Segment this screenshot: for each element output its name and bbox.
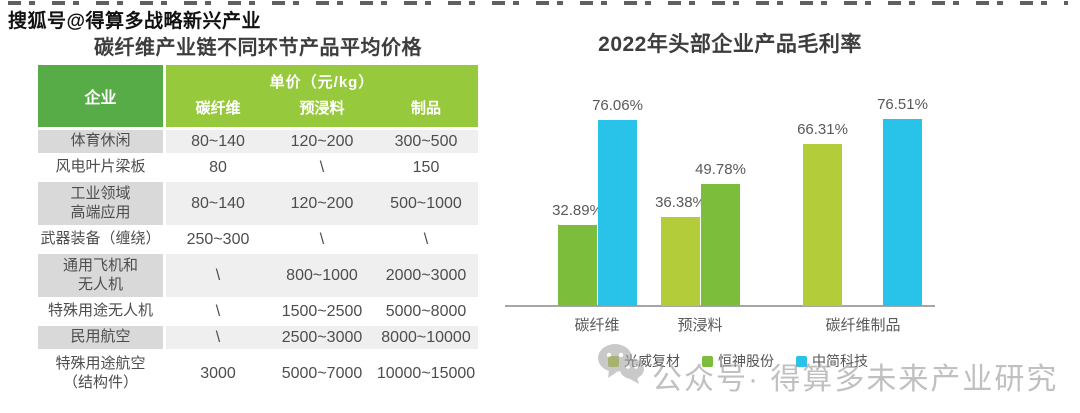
bar-value-label: 32.89% [552,202,603,219]
legend-item-恒神股份: 恒神股份 [702,351,774,371]
row-label: 特殊用途航空 （结构件） [38,352,163,395]
price-table-body: 体育休闲 80~140 120~200 300~500 风电叶片梁板 80 \ 150 工业领域… [38,130,478,395]
row-value: 2500~3000 [270,326,374,349]
row-value: 120~200 [270,130,374,153]
chart-title: 2022年头部企业产品毛利率 [598,33,862,56]
row-label: 工业领域 高端应用 [38,182,163,225]
col-header-entity: 企业 [38,65,163,127]
unit-header-group: 单价（元/kg） 碳纤维 预浸料 制品 [166,65,478,127]
row-value: 150 [374,156,478,179]
row-value: 250~300 [166,228,270,251]
table-row: 民用航空 \ 2500~3000 8000~10000 [38,326,478,349]
row-value: \ [166,326,270,349]
legend-swatch [796,355,807,367]
table-row: 武器装备（缠绕） 250~300 \ \ [38,228,478,251]
row-label: 武器装备（缠绕） [38,228,163,251]
price-table-title: 碳纤维产业链不同环节产品平均价格 [94,37,422,59]
table-row: 特殊用途无人机 \ 1500~2500 5000~8000 [38,300,478,323]
row-label: 通用飞机和 无人机 [38,254,163,297]
legend-item-中简科技: 中简科技 [796,351,868,371]
chart-legend: 光威复材 恒神股份 中简科技 [608,351,868,371]
x-tick-碳纤维: 碳纤维 [574,317,620,334]
row-value: 500~1000 [374,182,478,225]
bar-恒神股份-预浸料 [701,184,740,306]
row-value: 80~140 [166,182,270,225]
col-header-1: 预浸料 [299,100,345,117]
row-value: \ [374,228,478,251]
row-value: \ [270,156,374,179]
x-axis-line [505,305,935,307]
bar-value-label: 49.78% [695,161,746,178]
sub-headers: 碳纤维 预浸料 制品 [166,97,478,127]
row-value: \ [166,254,270,297]
legend-label: 中简科技 [812,353,868,369]
legend-label: 恒神股份 [718,353,774,369]
x-tick-碳纤维制品: 碳纤维制品 [825,317,901,334]
row-value: 300~500 [374,130,478,153]
row-label: 民用航空 [38,326,163,349]
row-label: 风电叶片梁板 [38,156,163,179]
clipped-text-strip [8,1,1068,5]
bar-中简科技-碳纤维 [598,120,637,306]
bar-value-label: 76.06% [592,97,643,114]
bar-value-label: 66.31% [797,121,848,138]
bar-光威复材-预浸料 [661,217,700,306]
table-row: 特殊用途航空 （结构件） 3000 5000~7000 10000~15000 [38,352,478,395]
row-value: 10000~15000 [374,352,478,395]
row-value: 120~200 [270,182,374,225]
legend-swatch [702,355,713,367]
col-header-0: 碳纤维 [195,100,241,117]
row-value: 800~1000 [270,254,374,297]
row-value: 8000~10000 [374,326,478,349]
table-row: 通用飞机和 无人机 \ 800~1000 2000~3000 [38,254,478,297]
row-value: \ [270,228,374,251]
x-tick-预浸料: 预浸料 [677,317,723,334]
sohu-watermark: 搜狐号@得算多战略新兴产业 [8,11,262,32]
legend-label: 光威复材 [624,353,680,369]
unit-header: 单价（元/kg） [269,73,375,91]
legend-item-光威复材: 光威复材 [608,351,680,371]
row-label: 体育休闲 [38,130,163,153]
row-value: 5000~7000 [270,352,374,395]
row-value: 5000~8000 [374,300,478,323]
row-value: 2000~3000 [374,254,478,297]
bar-value-label: 36.38% [655,194,706,211]
row-value: \ [166,300,270,323]
row-label: 特殊用途无人机 [38,300,163,323]
row-value: 1500~2500 [270,300,374,323]
row-value: 80 [166,156,270,179]
table-row: 风电叶片梁板 80 \ 150 [38,156,478,179]
price-table-header: 企业 单价（元/kg） 碳纤维 预浸料 制品 [38,65,478,127]
bar-光威复材-碳纤维制品 [803,144,842,306]
row-value: 3000 [166,352,270,395]
legend-swatch [608,355,619,367]
col-header-2: 制品 [410,100,441,117]
table-row: 体育休闲 80~140 120~200 300~500 [38,130,478,153]
bar-value-label: 76.51% [877,96,928,113]
bar-中简科技-碳纤维制品 [883,119,922,306]
bar-恒神股份-碳纤维 [558,225,597,306]
price-table: 企业 单价（元/kg） 碳纤维 预浸料 制品 体育休闲 80~140 120~200 30… [38,65,478,395]
row-value: 80~140 [166,130,270,153]
table-row: 工业领域 高端应用 80~140 120~200 500~1000 [38,182,478,225]
